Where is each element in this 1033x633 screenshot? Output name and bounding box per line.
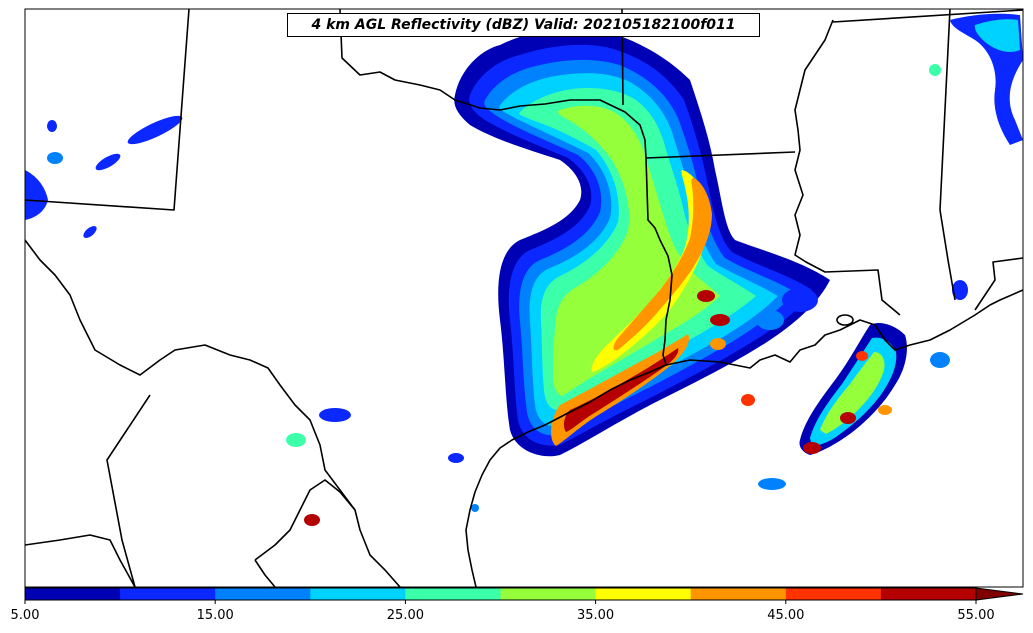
colorbar-segment: [785, 588, 882, 600]
colorbar: [24, 587, 1024, 604]
echo-cell-13: [952, 280, 968, 300]
colorbar-tick-label: 55.00: [957, 608, 995, 623]
echo-west-11: [471, 504, 479, 512]
echo-cell-7: [756, 310, 784, 330]
mexico-border-3: [254, 479, 356, 561]
mexico-border-4: [254, 559, 276, 587]
colorbar-segment: [880, 588, 977, 600]
echo-cell-6: [878, 405, 892, 415]
echo-west-3: [95, 153, 121, 171]
colorbar-tick-label: 45.00: [767, 608, 805, 623]
colorbar-outline: [24, 587, 977, 601]
reflectivity-field: [454, 28, 830, 457]
echo-southern-core: [563, 348, 679, 432]
state-border-ms-river: [794, 19, 901, 316]
echo-orange-streak: [613, 178, 712, 351]
colorbar-tick-label: 5.00: [10, 608, 40, 623]
colorbar-extend-arrow: [975, 587, 1024, 601]
echo-cell-14: [929, 64, 941, 76]
mexico-border-2: [25, 534, 136, 587]
echo-gulf-core-1: [840, 412, 856, 424]
echo-gulf-core-3: [856, 351, 868, 361]
lake-pontchartrain: [836, 314, 854, 326]
echo-cell-8: [782, 288, 818, 312]
colorbar-segment: [25, 588, 121, 600]
colorbar-segment: [595, 588, 692, 600]
state-border-ok-tx: [339, 9, 646, 141]
map-plot-area: [25, 9, 1023, 587]
colorbar-segment: [215, 588, 311, 600]
echo-cell-9: [710, 314, 730, 326]
echo-ne-cyan: [974, 19, 1020, 53]
gulf-coastline: [665, 289, 1023, 369]
colorbar-segment: [500, 588, 597, 600]
west-echoes: [25, 115, 479, 526]
colorbar-segment: [690, 588, 787, 600]
echo-cell-5: [758, 478, 786, 490]
echo-cell-10: [697, 290, 715, 302]
mexico-border-1: [106, 394, 151, 587]
colorbar-segment: [310, 588, 406, 600]
state-border-tn: [832, 9, 1023, 23]
state-border-al-fl: [974, 257, 1023, 311]
echo-west-10: [448, 453, 464, 463]
echo-west-4: [47, 152, 63, 164]
colorbar-tick-label: 35.00: [576, 608, 615, 623]
colorbar-tick-label: 15.00: [196, 608, 234, 623]
map-title: 4 km AGL Reflectivity (dBZ) Valid: 20210…: [287, 13, 760, 37]
colorbar-tick-label: 25.00: [386, 608, 424, 623]
echo-west-2: [127, 115, 183, 145]
echo-gulf-core-2: [803, 442, 821, 454]
state-border-ar-la: [645, 151, 796, 159]
echo-west-6: [83, 226, 97, 238]
colorbar-segment: [120, 588, 216, 600]
state-border-ms-al: [939, 9, 956, 301]
echo-west-5: [47, 120, 57, 132]
echo-gulf-green: [820, 352, 885, 434]
echo-west-9: [304, 514, 320, 526]
gulf-cells: [697, 64, 968, 490]
state-border-tx-la: [644, 139, 673, 366]
echo-west-7: [319, 408, 351, 422]
echo-cell-12: [930, 352, 950, 368]
echo-cell-4: [741, 394, 755, 406]
echo-main-green: [553, 105, 720, 397]
echo-west-8: [286, 433, 306, 447]
northeast-echoes: [950, 13, 1023, 146]
echo-cell-11: [710, 338, 726, 350]
state-border-nm-tx: [25, 9, 190, 211]
map-frame: [24, 8, 1024, 588]
texas-coastline: [465, 364, 667, 587]
colorbar-segment: [405, 588, 501, 600]
echo-west-1: [25, 170, 48, 220]
